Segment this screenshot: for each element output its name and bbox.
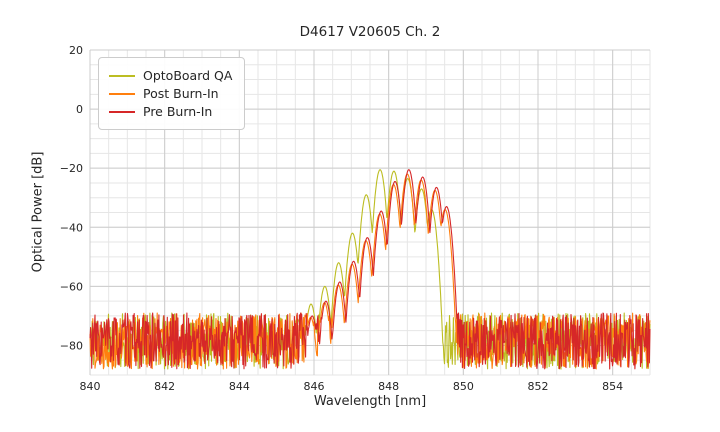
legend-item: Post Burn-In [109,86,232,101]
x-tick-label: 850 [453,380,474,393]
legend-item: OptoBoard QA [109,68,232,83]
x-tick-label: 852 [528,380,549,393]
chart-title: D4617 V20605 Ch. 2 [299,24,441,40]
y-tick-label: −60 [60,280,83,293]
x-axis-label: Wavelength [nm] [313,394,427,409]
legend-item: Pre Burn-In [109,104,232,119]
x-tick-label: 844 [229,380,250,393]
x-tick-label: 840 [80,380,101,393]
legend-label: OptoBoard QA [143,68,233,83]
legend-label: Pre Burn-In [143,104,213,119]
y-tick-label: 20 [69,44,83,57]
legend-swatch [109,92,135,95]
series-line-pre-burn-in [89,169,651,370]
y-tick-label: −20 [60,162,83,175]
y-tick-label: −40 [60,221,83,234]
y-tick-label: −80 [60,339,83,352]
x-tick-label: 854 [602,380,623,393]
x-tick-label: 846 [304,380,325,393]
legend-label: Post Burn-In [143,86,219,101]
y-tick-label: 0 [76,103,83,116]
legend-swatch [109,74,135,77]
legend-swatch [109,110,135,113]
x-tick-label: 848 [378,380,399,393]
x-tick-label: 842 [154,380,175,393]
chart-legend: OptoBoard QA Post Burn-In Pre Burn-In [98,57,246,130]
